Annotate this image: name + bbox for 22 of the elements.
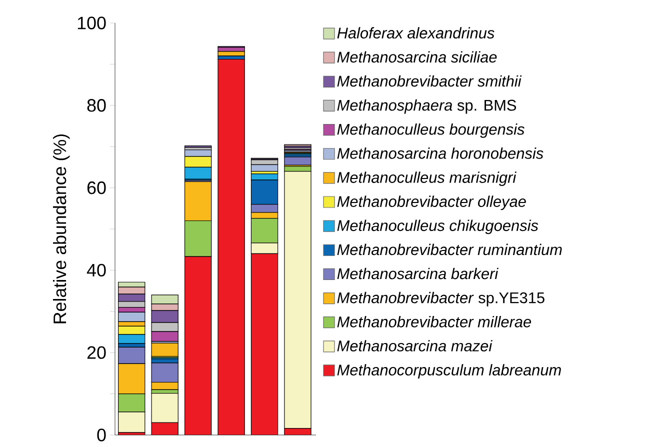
y-tick-label: 60 [87, 182, 106, 194]
legend-label: Methanoculleus marisnigri [337, 172, 516, 186]
legend-label: Methanocorpusculum labreanum [337, 364, 561, 379]
legend-label: Methanobrevibacter millerae [337, 316, 532, 328]
y-tick-label: 0 [97, 428, 106, 442]
y-tick-label: 40 [86, 264, 106, 277]
legend-label: Methanosarcina barkeri [337, 268, 498, 280]
legend-label: Methanoculleus chikugoensis [337, 220, 538, 234]
legend-label: Methanobrevibacter olleyae [337, 196, 526, 210]
legend-label: Methanosarcina mazei [337, 340, 492, 352]
legend-label: Methanobrevibacter ruminantium [337, 244, 562, 256]
y-tick-label: 100 [78, 16, 106, 30]
y-axis-title: Relative abundance (%) [53, 134, 70, 324]
y-tick-label: 80 [87, 99, 106, 112]
legend-label: Haloferax alexandrinus [337, 27, 494, 39]
legend-label: Methanoculleus bourgensis [337, 124, 524, 138]
legend-label: Methanobrevibacter smithii [337, 75, 522, 87]
legend-label: Methanosphaera sp. BMS [337, 99, 516, 114]
legend-label: Methanosarcina siciliae [337, 51, 497, 63]
y-tick-label: 20 [87, 346, 106, 360]
legend-label: Methanobrevibacter sp.YE315 [337, 292, 544, 306]
legend-label: Methanosarcina horonobensis [337, 148, 544, 159]
